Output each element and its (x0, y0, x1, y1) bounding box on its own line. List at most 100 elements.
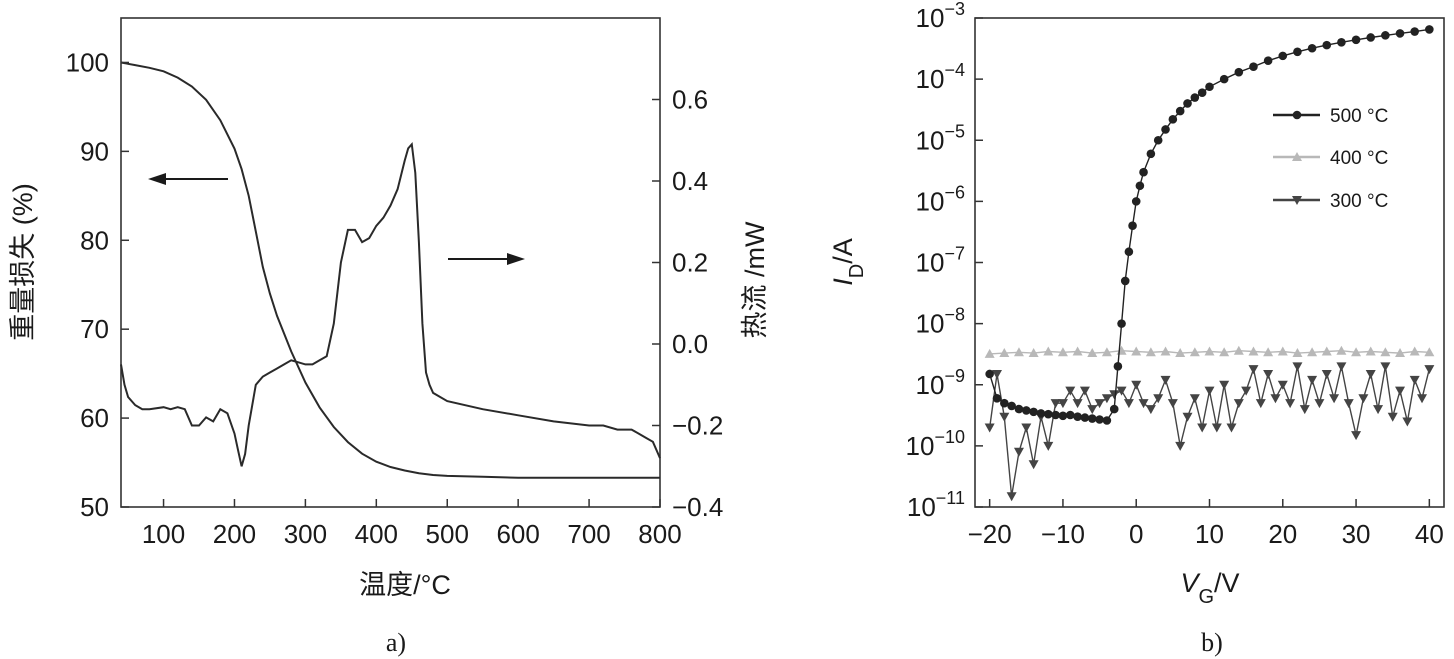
series-500c-point (1120, 276, 1130, 286)
series-300c-point (1153, 394, 1164, 404)
series-500c-point (1183, 99, 1192, 108)
series-500c-point (1051, 410, 1060, 420)
series-300c-point (1182, 412, 1193, 422)
series-500c-point (1161, 125, 1170, 134)
series-300c-point (999, 412, 1010, 422)
series-300c-point (1387, 412, 1398, 422)
x-tick-label-a: 200 (213, 519, 256, 549)
series-300c-point (1123, 399, 1134, 409)
series-500c-point (1102, 416, 1112, 425)
series-500c-point (1410, 27, 1419, 36)
series-500c-point (1205, 82, 1214, 92)
y-right-tick-label-a: −0.2 (672, 411, 723, 441)
y-right-tick-label-a: 0.0 (672, 329, 708, 359)
series-300c-point (1263, 369, 1274, 379)
series-500c-point (1131, 197, 1141, 206)
series-300c-point (1255, 399, 1266, 409)
y-left-tick-label-a: 100 (66, 47, 109, 77)
y-tick-label-b: 10−9 (916, 366, 965, 400)
series-500c-point (1113, 362, 1123, 371)
series-300c-point (1028, 460, 1039, 470)
panel-a-caption: a) (386, 628, 406, 657)
x-axis-label-a: 温度/°C (359, 570, 451, 600)
series-300c-point (1321, 369, 1332, 379)
y-axis-right-label-a: 热流 /mW (740, 221, 770, 338)
panel-a: 100 200 300 400 500 600 700 800 50 60 70 80 90 100 −0.… (8, 17, 770, 657)
series-500c-point (1128, 221, 1137, 230)
x-tick-label-b: −10 (1041, 519, 1085, 549)
series-400c-point (999, 348, 1010, 358)
series-300c-point (1094, 399, 1105, 409)
series-400c-point (1365, 346, 1376, 356)
y-axis-label-b: ID/A (828, 238, 868, 285)
series-300c-point (1211, 423, 1222, 433)
legend-label: 400 °C (1330, 148, 1388, 169)
series-300c-point (1065, 386, 1076, 396)
series-300c-point (1424, 365, 1435, 375)
series-400c-point (1043, 346, 1054, 356)
series-300c-point (1101, 394, 1112, 404)
y-tick-label-b: 10−6 (916, 182, 965, 216)
legend-label: 500 °C (1330, 106, 1388, 127)
series-400c-point (1013, 347, 1024, 357)
series-400c-point (1160, 346, 1171, 356)
series-500c-point (1168, 115, 1178, 124)
series-500c-point (1190, 93, 1200, 102)
series-300c-point (1138, 399, 1149, 409)
series-400c-point (1277, 346, 1288, 356)
panel-b-caption: b) (1201, 628, 1223, 657)
x-tick-label-a: 700 (567, 519, 610, 549)
series-500c-point (1095, 415, 1104, 424)
series-400c-point (1028, 348, 1039, 358)
series-300c-point (1233, 399, 1244, 409)
series-500c-point (1029, 407, 1038, 417)
y-tick-label-b: 10−4 (916, 60, 965, 94)
series-400c-point (1424, 347, 1435, 357)
series-300c-point (1417, 394, 1428, 404)
series-300c-line (989, 366, 1430, 497)
y-tick-label-b: 10−11 (907, 488, 965, 522)
legend-marker (1292, 152, 1302, 161)
x-tick-label-a: 800 (638, 519, 681, 549)
y-right-tick-label-a: 0.4 (672, 166, 708, 196)
x-axis-label-b: VG/V (1180, 568, 1239, 608)
x-tick-label-a: 600 (496, 519, 539, 549)
series-500c-point (1073, 412, 1082, 422)
series-500c-point (1139, 167, 1148, 177)
series-500c-point (1395, 29, 1405, 38)
series-500c-point (1234, 67, 1244, 77)
x-tick-label-b: 20 (1268, 519, 1297, 549)
legend-marker (1292, 196, 1302, 205)
series-500c-point (1175, 106, 1185, 116)
series-300c-point (1241, 386, 1252, 396)
series-300c-point (1160, 375, 1171, 385)
series-300c-point (1380, 362, 1391, 372)
series-500c-point (992, 394, 1002, 403)
series-500c-point (1307, 43, 1317, 53)
y-left-tick-label-a: 80 (80, 225, 109, 255)
series-500c-point (1322, 40, 1332, 50)
series-400c-point (1380, 347, 1391, 357)
panel-b: −20 −10 0 10 20 30 40 10−11 10−10 10−9 10−8 10−7 10−… (828, 0, 1445, 657)
series-500c-point (1058, 411, 1068, 421)
series-500c-point (1219, 74, 1229, 84)
series-500c-point (1007, 401, 1016, 411)
panel-a-ticks: 100 200 300 400 500 600 700 800 50 60 70 80 90 100 −0.… (66, 47, 724, 549)
series-300c-point (991, 369, 1002, 379)
x-tick-label-a: 400 (355, 519, 398, 549)
y-left-tick-label-a: 70 (80, 314, 109, 344)
y-axis-left-label-a: 重量损失 (%) (8, 183, 38, 341)
y-right-tick-label-a: −0.4 (672, 492, 723, 522)
series-500c-point (1109, 404, 1119, 414)
series-500c-point (1153, 135, 1163, 145)
series-300c-point (1072, 399, 1083, 409)
series-400c-point (1307, 347, 1318, 357)
panel-a-series (120, 61, 661, 479)
series-300c-point (1358, 394, 1369, 404)
series-300c-point (1336, 362, 1347, 372)
series-300c-point (984, 423, 995, 433)
plot-a-frame (120, 17, 661, 508)
series-500c-point (1278, 51, 1288, 61)
series-500c-point (1351, 35, 1361, 45)
series-300c-point (1395, 386, 1406, 396)
